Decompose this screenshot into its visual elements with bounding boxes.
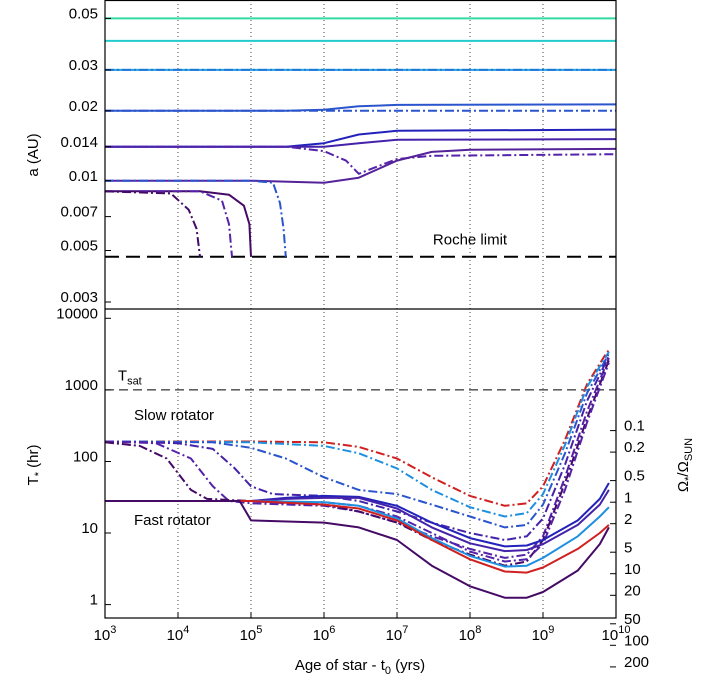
bottom-panel-series-line [105,482,610,548]
x-tick-label: 105 [240,624,263,644]
top-panel-series-line [105,179,287,257]
top-y-axis-label: a (AU) [25,133,42,176]
top-panel-series-line [105,138,616,148]
bottom-panel-series-line [105,349,610,507]
bottom-y-tick-label: 100 [73,449,98,466]
right-y-axis-label: Ω*/ΩSUN [675,438,695,492]
top-panel-series-line [105,190,233,257]
right-y-tick-label: 0.2 [624,439,645,456]
right-y-tick-label: 200 [624,654,649,671]
bottom-panel-series-line [105,500,610,599]
top-panel-series [105,17,616,257]
slow-rotator-annotation: Slow rotator [134,407,214,424]
right-y-tick-label: 0.1 [624,418,645,435]
right-y-tick-label: 1 [624,489,632,506]
top-y-tick-label: 0.014 [60,134,98,151]
bottom-panel-series-line [105,357,610,559]
roche-limit-annotation: Roche limit [433,232,508,249]
top-panel-series-line [105,190,201,257]
right-y-tick-label: 10 [624,561,641,578]
bottom-y-tick-label: 10000 [56,305,98,322]
bottom-panel-series-line [105,500,610,568]
axes-frame [104,0,617,619]
reference-lines [105,255,616,391]
bottom-y-tick-label: 10 [81,520,98,537]
bottom-panel-series-line [105,362,610,563]
top-y-tick-label: 0.007 [60,204,98,221]
right-y-tick-label: 50 [624,611,641,628]
top-y-tick-label: 0.01 [69,168,98,185]
top-panel-series-line [105,190,252,257]
top-y-tick-label: 0.05 [69,5,98,22]
top-y-tick-label: 0.005 [60,238,98,255]
right-y-tick-label: 2 [624,511,632,528]
x-axis-label: Age of star - t0 (yrs) [295,657,425,677]
bottom-panel-series [105,349,610,599]
bottom-panel-series-line [105,355,610,541]
x-tick-label: 108 [459,624,482,644]
tsat-annotation: Tsat [118,368,142,388]
bottom-y-axis-label: T* (hr) [25,445,45,486]
axis-ticks: 0.0030.0050.0070.010.0140.020.030.051101… [56,5,649,671]
bottom-panel-series-line [105,500,610,574]
bottom-panel-series-line [105,489,610,553]
bottom-panel-series-line [105,351,610,518]
right-y-tick-label: 20 [624,582,641,599]
x-tick-label: 104 [167,624,190,644]
x-tick-label: 103 [94,624,117,644]
fast-rotator-annotation: Fast rotator [134,512,211,529]
top-y-tick-label: 0.003 [60,289,98,306]
x-tick-label: 106 [313,624,336,644]
x-tick-label: 1010 [602,624,631,644]
top-y-tick-label: 0.02 [69,98,98,115]
x-tick-label: 107 [386,624,409,644]
top-y-tick-label: 0.03 [69,57,98,74]
bottom-y-tick-label: 1000 [65,377,98,394]
bottom-y-tick-label: 1 [90,592,98,609]
right-y-tick-label: 0.5 [624,468,645,485]
top-panel-series-line [105,128,616,148]
top-panel-series-line [105,103,616,112]
bottom-panel-series-line [105,359,610,567]
top-panel-series-line [105,145,616,175]
bottom-panel-series-line [105,353,610,529]
x-tick-label: 109 [532,624,555,644]
right-y-tick-label: 100 [624,632,649,649]
right-y-tick-label: 5 [624,539,632,556]
